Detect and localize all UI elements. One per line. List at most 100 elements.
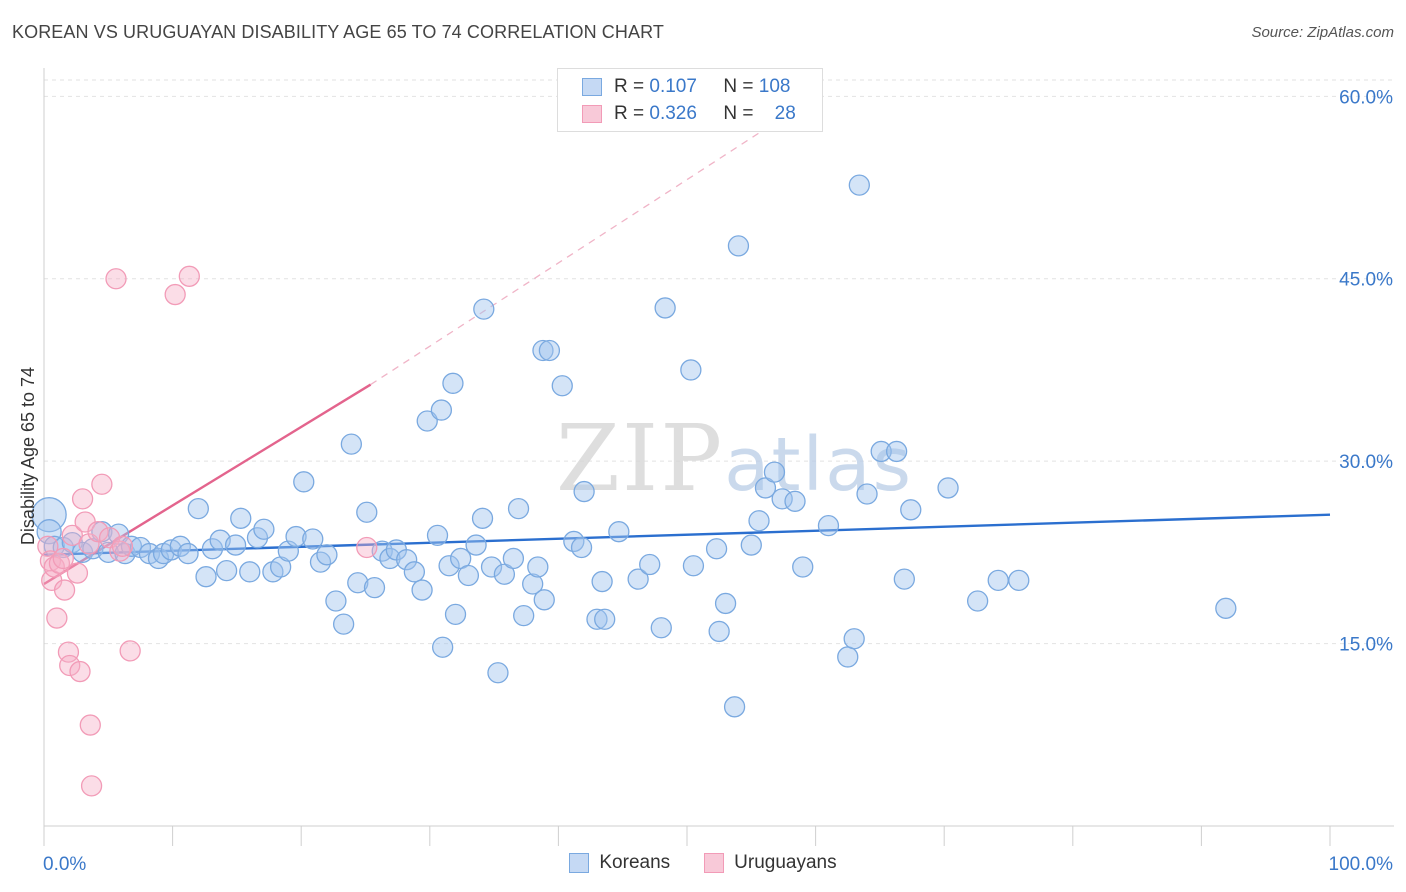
chart-title: KOREAN VS URUGUAYAN DISABILITY AGE 65 TO… — [12, 22, 664, 42]
point-koreans — [224, 534, 247, 556]
point-koreans — [893, 568, 915, 590]
point-koreans — [680, 359, 702, 381]
point-koreans — [639, 553, 661, 576]
point-koreans — [650, 617, 672, 639]
point-koreans — [325, 590, 347, 612]
watermark-bold: ZIP — [556, 405, 724, 512]
point-koreans — [848, 174, 870, 196]
point-koreans — [966, 590, 989, 612]
point-uruguayans — [356, 536, 378, 559]
point-uruguayans — [80, 775, 103, 797]
point-koreans — [195, 566, 217, 588]
point-uruguayans — [178, 265, 200, 287]
point-koreans — [442, 372, 464, 394]
r-label: R = — [614, 103, 645, 124]
x-tick-label: 100.0% — [1329, 854, 1394, 875]
r-value-koreans: 0.107 — [649, 76, 697, 97]
point-koreans — [885, 440, 908, 463]
legend-swatch-koreans — [582, 78, 602, 96]
point-koreans — [438, 555, 460, 577]
point-koreans — [507, 497, 530, 520]
legend-item-koreans[interactable]: Koreans — [569, 852, 670, 874]
legend-label-uruguayans: Uruguayans — [734, 852, 837, 873]
point-koreans — [363, 576, 386, 599]
trend-extension-uruguayans — [370, 95, 816, 386]
point-koreans — [856, 483, 878, 505]
legend-label-koreans: Koreans — [599, 852, 671, 873]
point-koreans — [493, 563, 516, 585]
point-koreans — [302, 528, 324, 550]
legend-item-uruguayans[interactable]: Uruguayans — [704, 852, 837, 874]
point-koreans — [522, 573, 544, 595]
point-koreans — [120, 535, 143, 557]
point-uruguayans — [53, 579, 76, 601]
point-uruguayans — [119, 640, 141, 662]
point-koreans — [340, 433, 363, 455]
point-koreans — [763, 461, 786, 483]
point-koreans — [513, 604, 535, 627]
stats-legend: R = 0.107 N = 108 R = 0.326 N = 28 — [557, 68, 823, 132]
point-koreans — [177, 542, 199, 565]
point-koreans — [1215, 597, 1237, 619]
point-koreans — [608, 521, 630, 543]
legend-swatch-uruguayans — [704, 853, 725, 873]
source-label: Source: ZipAtlas.com — [1251, 24, 1394, 41]
point-koreans — [771, 488, 793, 510]
series-legend: Koreans Uruguayans — [0, 852, 1406, 874]
point-koreans — [784, 490, 806, 512]
point-koreans — [230, 507, 252, 529]
point-koreans — [627, 568, 649, 590]
point-uruguayans — [69, 660, 91, 683]
point-koreans — [471, 507, 494, 529]
point-uruguayans — [71, 488, 94, 510]
axis-labels: 15.0% 30.0% 45.0% 60.0% 0.0% 100.0% Disability… — [18, 87, 1393, 875]
point-uruguayans — [111, 535, 134, 557]
point-koreans — [723, 696, 746, 718]
point-koreans — [480, 556, 503, 578]
point-koreans — [347, 572, 369, 594]
point-uruguayans — [66, 562, 89, 584]
n-value-uruguayans: 28 — [774, 103, 796, 124]
point-koreans — [356, 501, 378, 523]
point-koreans — [654, 297, 676, 319]
point-koreans — [754, 477, 777, 499]
point-koreans — [748, 510, 770, 532]
n-label: N = — [723, 103, 754, 124]
point-koreans — [682, 555, 705, 577]
svg-text:ZIPatlas: ZIPatlas — [556, 405, 913, 512]
point-koreans — [293, 471, 315, 493]
point-koreans — [246, 527, 269, 549]
point-koreans — [215, 559, 238, 582]
point-koreans — [987, 569, 1009, 591]
point-uruguayans — [46, 607, 68, 629]
point-koreans — [430, 399, 453, 421]
point-koreans — [239, 561, 261, 583]
point-koreans — [487, 662, 509, 684]
watermark-light: atlas — [724, 422, 913, 508]
data-points — [31, 174, 1237, 797]
point-koreans — [465, 534, 487, 556]
axes — [43, 68, 1394, 846]
point-koreans — [432, 636, 454, 658]
point-koreans — [594, 608, 616, 630]
point-koreans — [870, 440, 892, 463]
point-koreans — [573, 480, 595, 503]
y-axis-label: Disability Age 65 to 74 — [18, 367, 38, 545]
point-koreans — [740, 534, 762, 556]
point-uruguayans — [78, 533, 100, 555]
point-uruguayans — [105, 268, 127, 290]
point-koreans — [708, 620, 730, 643]
legend-swatch-uruguayans — [582, 105, 602, 123]
point-koreans — [403, 561, 426, 583]
point-koreans — [792, 556, 814, 578]
point-koreans — [527, 556, 549, 578]
point-koreans — [837, 646, 859, 668]
point-uruguayans — [52, 547, 74, 570]
point-koreans — [379, 547, 401, 570]
point-koreans — [714, 592, 737, 615]
point-koreans — [532, 339, 554, 362]
point-uruguayans — [87, 521, 109, 543]
point-koreans — [533, 589, 555, 611]
point-koreans — [900, 499, 922, 521]
